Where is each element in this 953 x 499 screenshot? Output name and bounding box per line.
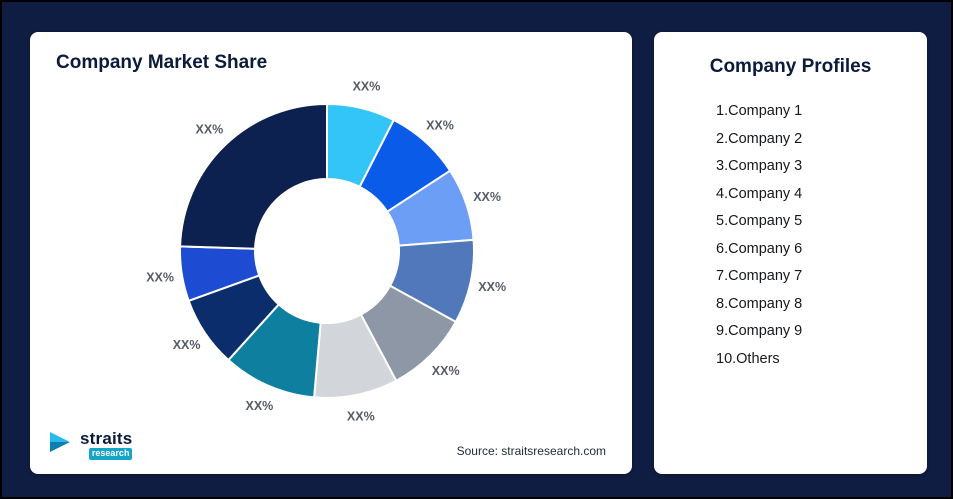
logo-text: straits research bbox=[80, 428, 133, 460]
list-item: 10.Others bbox=[716, 350, 780, 367]
straits-logo-icon bbox=[48, 429, 74, 460]
slice-label-10: XX% bbox=[196, 123, 224, 137]
slice-label-6: XX% bbox=[347, 410, 375, 424]
list-item: 7.Company 7 bbox=[716, 268, 803, 284]
profiles-title: Company Profiles bbox=[709, 56, 872, 77]
slice-label-2: XX% bbox=[426, 118, 454, 132]
logo-name: straits bbox=[80, 428, 133, 448]
donut-chart: XX% XX% XX% XX% XX% XX% XX% XX% XX% XX% bbox=[30, 32, 632, 474]
market-share-card: Company Market Share XX% XX% XX% XX% XX% XX% X… bbox=[30, 32, 632, 474]
list-item: 6.Company 6 bbox=[716, 240, 803, 257]
slice-label-8: XX% bbox=[173, 338, 201, 352]
company-profiles-card: Company Profiles 1.Company 1 2.Company 2… bbox=[654, 32, 927, 474]
slice-label-7: XX% bbox=[246, 399, 274, 413]
list-item: 2.Company 2 bbox=[716, 130, 803, 147]
donut-slice-10 bbox=[179, 103, 328, 250]
list-item: 5.Company 5 bbox=[716, 213, 803, 229]
slice-label-1: XX% bbox=[353, 80, 381, 94]
list-item: 1.Company 1 bbox=[716, 103, 803, 119]
company-profiles-list: 1.Company 1 2.Company 2 3.Company 3 4.Co… bbox=[654, 98, 927, 373]
donut-chart-svg: XX% XX% XX% XX% XX% XX% XX% XX% XX% XX% bbox=[146, 80, 506, 424]
list-item: 9.Company 9 bbox=[716, 323, 803, 339]
source-attribution: Source: straitsresearch.com bbox=[456, 444, 606, 458]
straits-research-logo: straits research bbox=[48, 428, 133, 460]
list-item: 3.Company 3 bbox=[716, 158, 803, 174]
slice-label-5: XX% bbox=[432, 364, 460, 378]
list-item: 8.Company 8 bbox=[716, 295, 803, 312]
slice-label-9: XX% bbox=[146, 270, 174, 284]
slice-label-3: XX% bbox=[473, 190, 501, 204]
list-item: 4.Company 4 bbox=[716, 185, 803, 202]
slice-label-4: XX% bbox=[478, 280, 506, 294]
logo-subtitle: research bbox=[88, 447, 133, 460]
chart-title: Company Market Share bbox=[56, 52, 268, 73]
